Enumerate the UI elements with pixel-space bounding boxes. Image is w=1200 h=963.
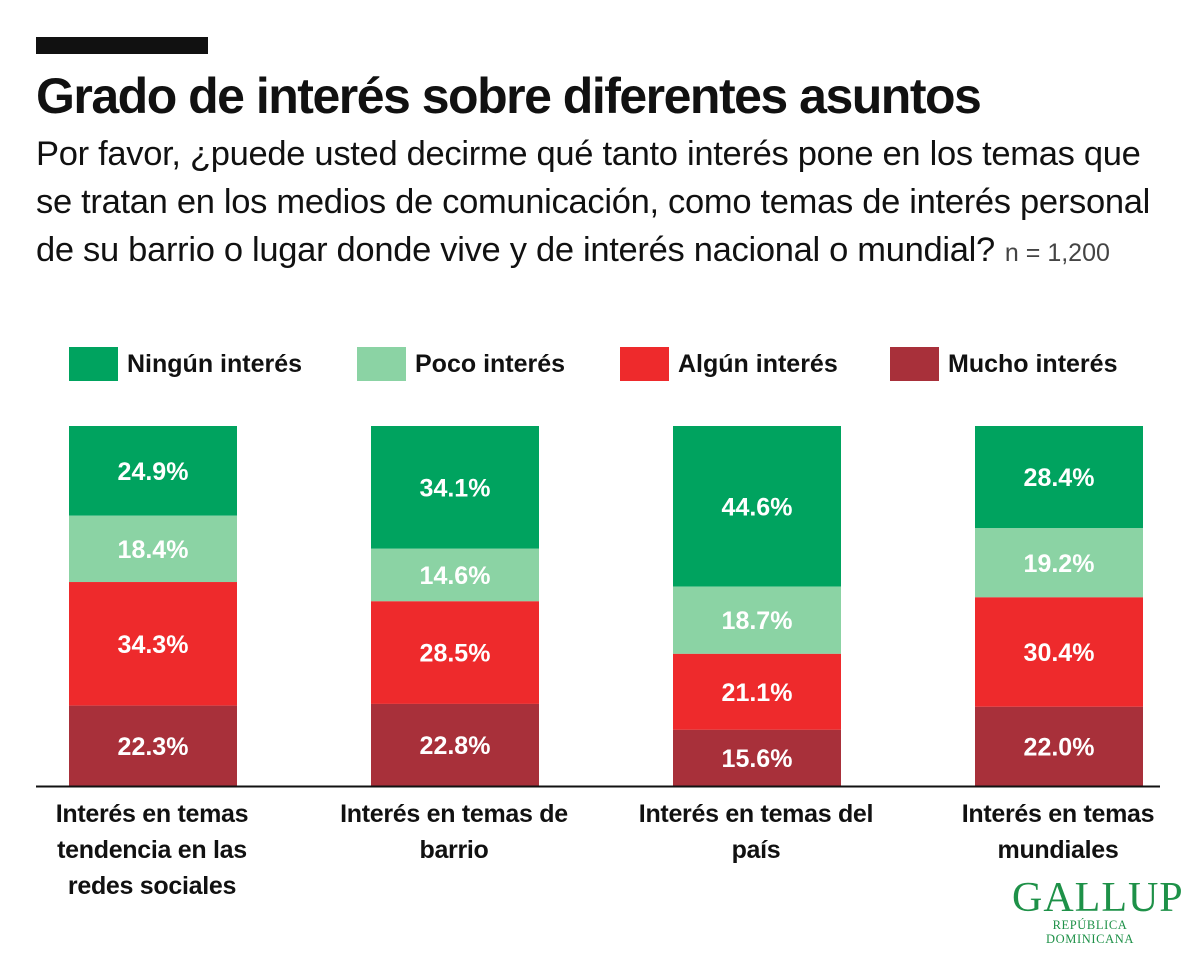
data-label-mucho-4: 22.0%: [1024, 733, 1095, 761]
gallup-logo-subtitle: REPÚBLICA DOMINICANA: [1046, 918, 1134, 946]
question-text: Por favor, ¿puede usted decirme qué tant…: [36, 135, 1150, 269]
stacked-bar-chart: 24.9% 18.4% 34.3% 22.3% 34.1% 14.6% 28.5% 22.8%…: [36, 426, 1160, 788]
legend-swatch-ningun: [69, 347, 118, 381]
legend-swatch-poco: [357, 347, 406, 381]
data-label-poco-2: 14.6%: [420, 562, 491, 590]
bar-segment-algun-4: [975, 597, 1143, 707]
data-label-algun-1: 34.3%: [118, 631, 189, 659]
legend-label-poco: Poco interés: [415, 350, 566, 378]
data-label-poco-1: 18.4%: [118, 536, 189, 564]
bar-segment-algun-3: [673, 653, 841, 730]
gallup-logo-wordmark: GALLUP: [1012, 875, 1184, 921]
bar-segment-poco-4: [975, 528, 1143, 598]
bar-segment-mucho-2: [371, 703, 539, 786]
category-label-pais: Interés en temas del país: [638, 800, 874, 864]
data-label-poco-3: 18.7%: [722, 607, 793, 635]
data-label-mucho-3: 15.6%: [722, 745, 793, 773]
category-label-redes: Interés en temas tendencia en las redes …: [55, 800, 249, 900]
legend-swatch-algun: [620, 347, 669, 381]
bar-segment-poco-3: [673, 586, 841, 654]
data-label-ningun-1: 24.9%: [118, 458, 189, 486]
legend-label-algun: Algún interés: [678, 350, 838, 378]
bar-segment-ningun-1: [69, 426, 237, 516]
bar-segment-mucho-1: [69, 705, 237, 786]
data-label-ningun-3: 44.6%: [722, 493, 793, 521]
category-label-barrio: Interés en temas de barrio: [340, 800, 568, 864]
bar-segment-ningun-2: [371, 426, 539, 549]
data-label-algun-3: 21.1%: [722, 679, 793, 707]
gallup-logo: GALLUP REPÚBLICA DOMINICANA: [1012, 875, 1184, 946]
bar-segment-mucho-3: [673, 729, 841, 786]
data-label-ningun-2: 34.1%: [420, 474, 491, 502]
bar-segment-poco-1: [69, 515, 237, 583]
bar-segment-algun-1: [69, 582, 237, 706]
legend-label-mucho: Mucho interés: [948, 350, 1118, 378]
sample-size: n = 1,200: [1004, 239, 1110, 267]
chart-title: Grado de interés sobre diferentes asunto…: [36, 68, 982, 124]
legend-label-ningun: Ningún interés: [127, 350, 303, 378]
bar-segment-mucho-4: [975, 706, 1143, 786]
bar-segment-poco-2: [371, 548, 539, 602]
bar-segment-ningun-4: [975, 426, 1143, 529]
data-label-poco-4: 19.2%: [1024, 550, 1095, 578]
chart-subtitle: Por favor, ¿puede usted decirme qué tant…: [36, 130, 1176, 277]
data-label-mucho-2: 22.8%: [420, 732, 491, 760]
legend-swatch-mucho: [890, 347, 939, 381]
data-label-mucho-1: 22.3%: [118, 733, 189, 761]
category-label-mundiales: Interés en temas mundiales: [961, 800, 1155, 864]
data-label-algun-2: 28.5%: [420, 640, 491, 668]
title-accent-bar: [36, 37, 208, 54]
bar-segment-algun-2: [371, 601, 539, 704]
data-label-ningun-4: 28.4%: [1024, 464, 1095, 492]
data-label-algun-4: 30.4%: [1024, 639, 1095, 667]
bar-segment-ningun-3: [673, 426, 841, 587]
